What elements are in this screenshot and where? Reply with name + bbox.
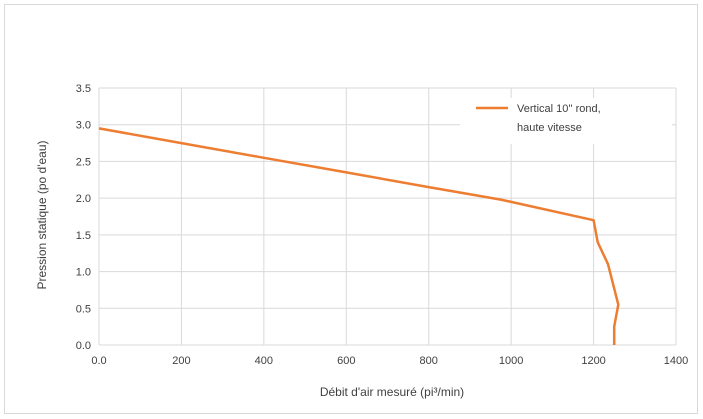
y-tick-label: 0.0 [76,340,91,352]
y-tick-label: 3.0 [76,120,91,132]
series-line [98,127,620,345]
legend-label-line2: haute vitesse [517,122,582,134]
x-tick-label: 1000 [499,355,523,367]
y-tick-label: 1.5 [76,230,91,242]
x-tick-label: 0.0 [91,355,106,367]
y-tick-label: 1.0 [76,267,91,279]
chart-frame [4,4,698,414]
x-tick-label: 400 [255,355,273,367]
x-tick-label: 800 [420,355,438,367]
legend-label-line1: Vertical 10'' rond, [517,103,601,115]
y-axis-title: Pression statique (po d'eau) [35,140,49,289]
y-tick-label: 2.5 [76,156,91,168]
x-tick-label: 1200 [581,355,605,367]
x-tick-labels: 0.0 200 400 600 800 1000 1200 1400 [91,355,688,367]
x-tick-label: 600 [337,355,355,367]
x-tick-label: 1400 [664,355,688,367]
x-axis-title: Débit d'air mesuré (pi³/min) [320,385,464,399]
y-tick-labels: 0.0 0.5 1.0 1.5 2.0 2.5 3.0 3.5 [76,83,91,352]
y-tick-label: 3.5 [76,83,91,95]
y-tick-label: 2.0 [76,193,91,205]
series-group [98,127,620,345]
x-tick-label: 200 [172,355,190,367]
y-tick-label: 0.5 [76,303,91,315]
legend-background [460,98,672,144]
legend: Vertical 10'' rond, haute vitesse [460,98,672,144]
